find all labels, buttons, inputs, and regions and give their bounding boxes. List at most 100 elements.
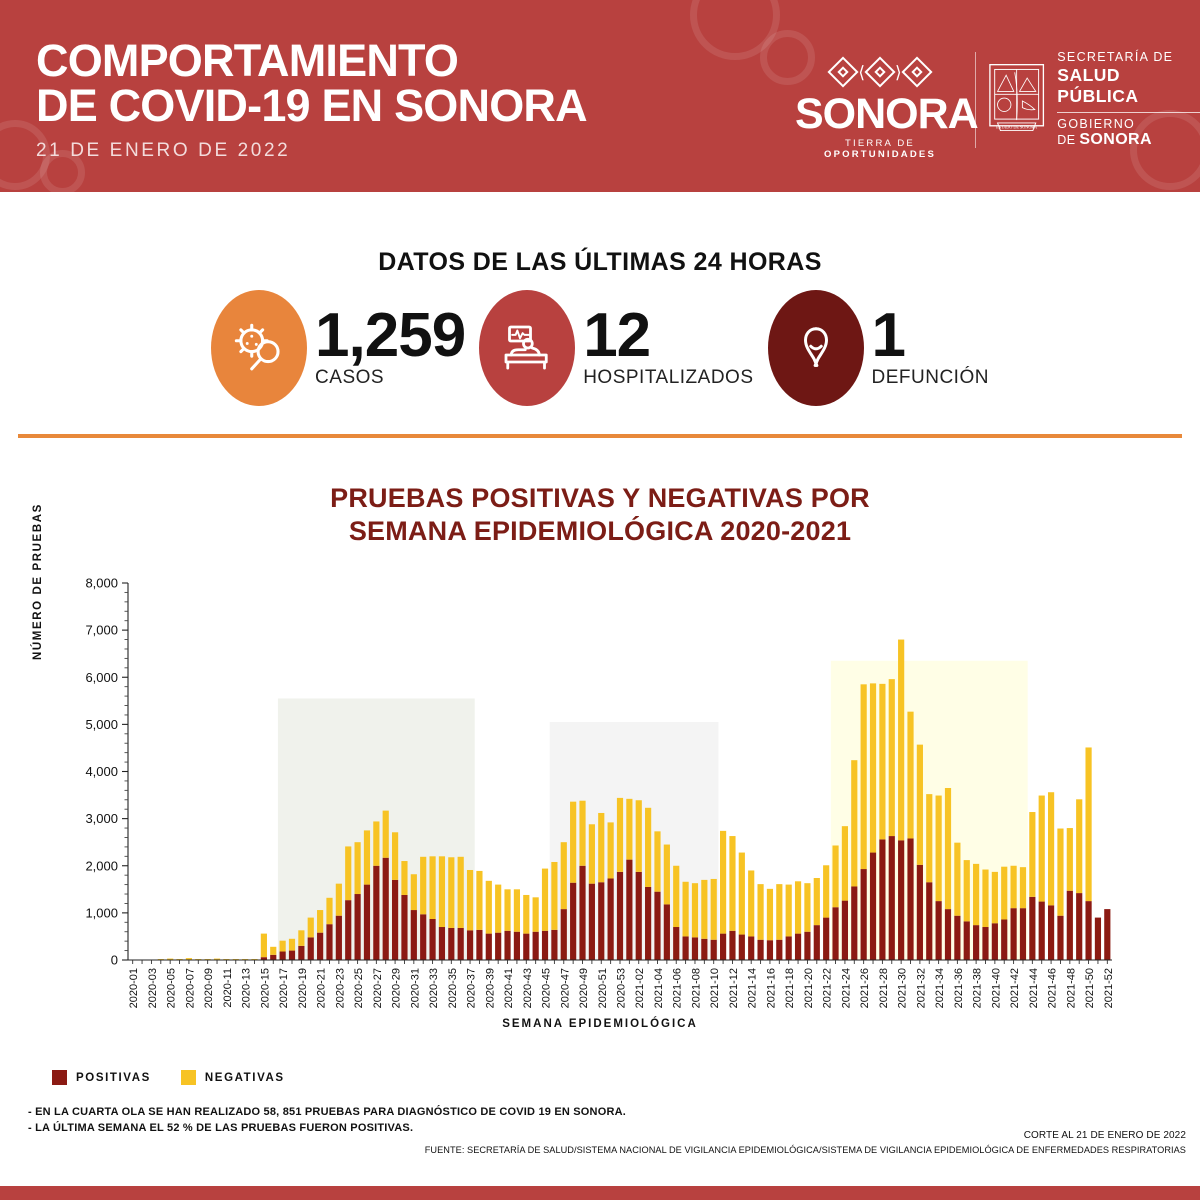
x-tick-label: 2021-08 — [690, 968, 702, 1008]
bar-negativas — [1057, 828, 1064, 916]
bar-positivas — [270, 954, 277, 960]
bar-negativas — [185, 958, 193, 960]
bar-negativas — [841, 826, 849, 901]
bar-positivas — [260, 957, 267, 960]
bar-positivas — [391, 879, 399, 960]
stat-value: 1,259 — [315, 301, 466, 370]
bar-positivas — [485, 933, 492, 960]
bar-negativas — [635, 800, 642, 872]
y-tick-label: 3,000 — [85, 811, 118, 826]
bar-positivas — [813, 925, 820, 960]
chart-plot-area: 0 1,000 2,000 3,000 4,000 5,000 6,000 7,000 8,00… — [0, 575, 1200, 1050]
sonora-wordmark: SONORA — [795, 90, 979, 138]
bar-positivas — [598, 882, 605, 960]
bar-negativas — [607, 822, 614, 879]
bar-positivas — [719, 933, 727, 960]
bar-positivas — [532, 931, 539, 960]
bar-positivas — [363, 884, 371, 960]
bar-positivas — [973, 925, 980, 960]
bar-positivas — [776, 939, 783, 960]
sonora-coat-of-arms-icon: ESTADO DE SONORA — [989, 63, 1045, 131]
bar-positivas — [523, 933, 530, 960]
bar-negativas — [935, 795, 942, 902]
stat-text: 1 DEFUNCIÓN — [871, 301, 989, 389]
stat-label: DEFUNCIÓN — [871, 367, 989, 388]
x-tick-label: 2020-51 — [597, 968, 609, 1008]
diamond-icon — [827, 56, 859, 88]
bar-negativas — [1029, 812, 1036, 897]
note-line-1: - EN LA CUARTA OLA SE HAN REALIZADO 58, … — [28, 1106, 627, 1118]
stat-label: CASOS — [315, 367, 385, 388]
x-axis-label: SEMANA EPIDEMIOLÓGICA — [502, 1018, 698, 1030]
x-tick-label: 2021-46 — [1047, 968, 1059, 1008]
bar-negativas — [879, 683, 886, 840]
bar-positivas — [1047, 905, 1055, 960]
header-text-block: COMPORTAMIENTO DE COVID-19 EN SONORA 21 … — [36, 35, 588, 162]
salud-text-block: SECRETARÍA DE SALUD PÚBLICA GOBIERNO DE … — [1057, 50, 1200, 149]
bar-positivas — [748, 936, 755, 960]
bar-negativas — [298, 930, 305, 946]
stat-value: 1 — [871, 301, 906, 370]
bar-negativas — [504, 889, 511, 931]
bar-positivas — [804, 931, 811, 960]
chart-title: PRUEBAS POSITIVAS Y NEGATIVAS POR SEMANA… — [0, 482, 1200, 548]
bar-negativas — [457, 856, 464, 928]
x-tick-label: 2021-28 — [878, 968, 890, 1008]
virus-decoration-icon — [760, 30, 815, 85]
bar-positivas — [448, 927, 455, 960]
chart-notes: - EN LA CUARTA OLA SE HAN REALIZADO 58, … — [28, 1104, 626, 1136]
y-tick-label: 4,000 — [85, 764, 118, 779]
stat-text: 1,259 CASOS — [315, 301, 466, 389]
x-tick-label: 2021-50 — [1084, 968, 1096, 1008]
x-tick-label: 2020-25 — [353, 968, 365, 1008]
x-tick-label: 2021-30 — [897, 968, 909, 1008]
bar-positivas — [869, 852, 877, 960]
bar-positivas — [410, 910, 417, 960]
bar-negativas — [485, 880, 492, 934]
bar-negativas — [1066, 828, 1073, 891]
bar-positivas — [570, 882, 577, 960]
bar-negativas — [673, 865, 680, 928]
chart-title-line1: PRUEBAS POSITIVAS Y NEGATIVAS POR — [330, 483, 870, 513]
x-tick-label: 2020-49 — [578, 968, 590, 1008]
bar-positivas — [345, 900, 352, 960]
bar-positivas — [317, 932, 324, 960]
bar-positivas — [916, 864, 923, 960]
page-title-line1: COMPORTAMIENTO — [36, 35, 459, 86]
x-tick-label: 2020-13 — [241, 968, 253, 1008]
x-tick-label: 2021-02 — [634, 968, 646, 1008]
bar-positivas — [691, 937, 699, 960]
bar-positivas — [1076, 893, 1083, 960]
footer-bar — [0, 1186, 1200, 1200]
bar-positivas — [1010, 908, 1017, 960]
bar-negativas — [1038, 795, 1045, 902]
bar-positivas — [663, 904, 670, 960]
x-tick-label: 2021-52 — [1103, 968, 1115, 1008]
bar-negativas — [963, 860, 970, 922]
x-tick-label: 2020-29 — [391, 968, 403, 1008]
bar-negativas — [391, 832, 399, 880]
bar-negativas — [944, 787, 952, 910]
bar-negativas — [907, 711, 914, 839]
bar-negativas — [466, 869, 474, 931]
legend-swatch — [180, 1070, 196, 1085]
x-tick-label: 2021-14 — [747, 968, 759, 1008]
stat-text: 12 HOSPITALIZADOS — [583, 305, 754, 389]
bar-positivas — [766, 940, 774, 960]
bar-negativas — [382, 810, 389, 858]
bar-negativas — [738, 852, 745, 935]
x-tick-label: 2021-42 — [1009, 968, 1021, 1008]
x-tick-label: 2021-04 — [653, 968, 665, 1008]
y-tick-label: 8,000 — [85, 576, 118, 591]
bar-negativas — [860, 684, 867, 870]
bar-positivas — [551, 929, 558, 960]
bar-negativas — [776, 884, 783, 940]
stat-label: HOSPITALIZADOS — [583, 367, 754, 388]
bar-negativas — [410, 874, 417, 911]
bar-negativas — [691, 883, 699, 938]
bar-positivas — [476, 929, 483, 960]
bar-positivas — [1094, 917, 1102, 960]
agency-line-2: SALUD PÚBLICA — [1057, 65, 1139, 106]
y-tick-label: 2,000 — [85, 858, 118, 873]
bar-positivas — [654, 891, 661, 960]
